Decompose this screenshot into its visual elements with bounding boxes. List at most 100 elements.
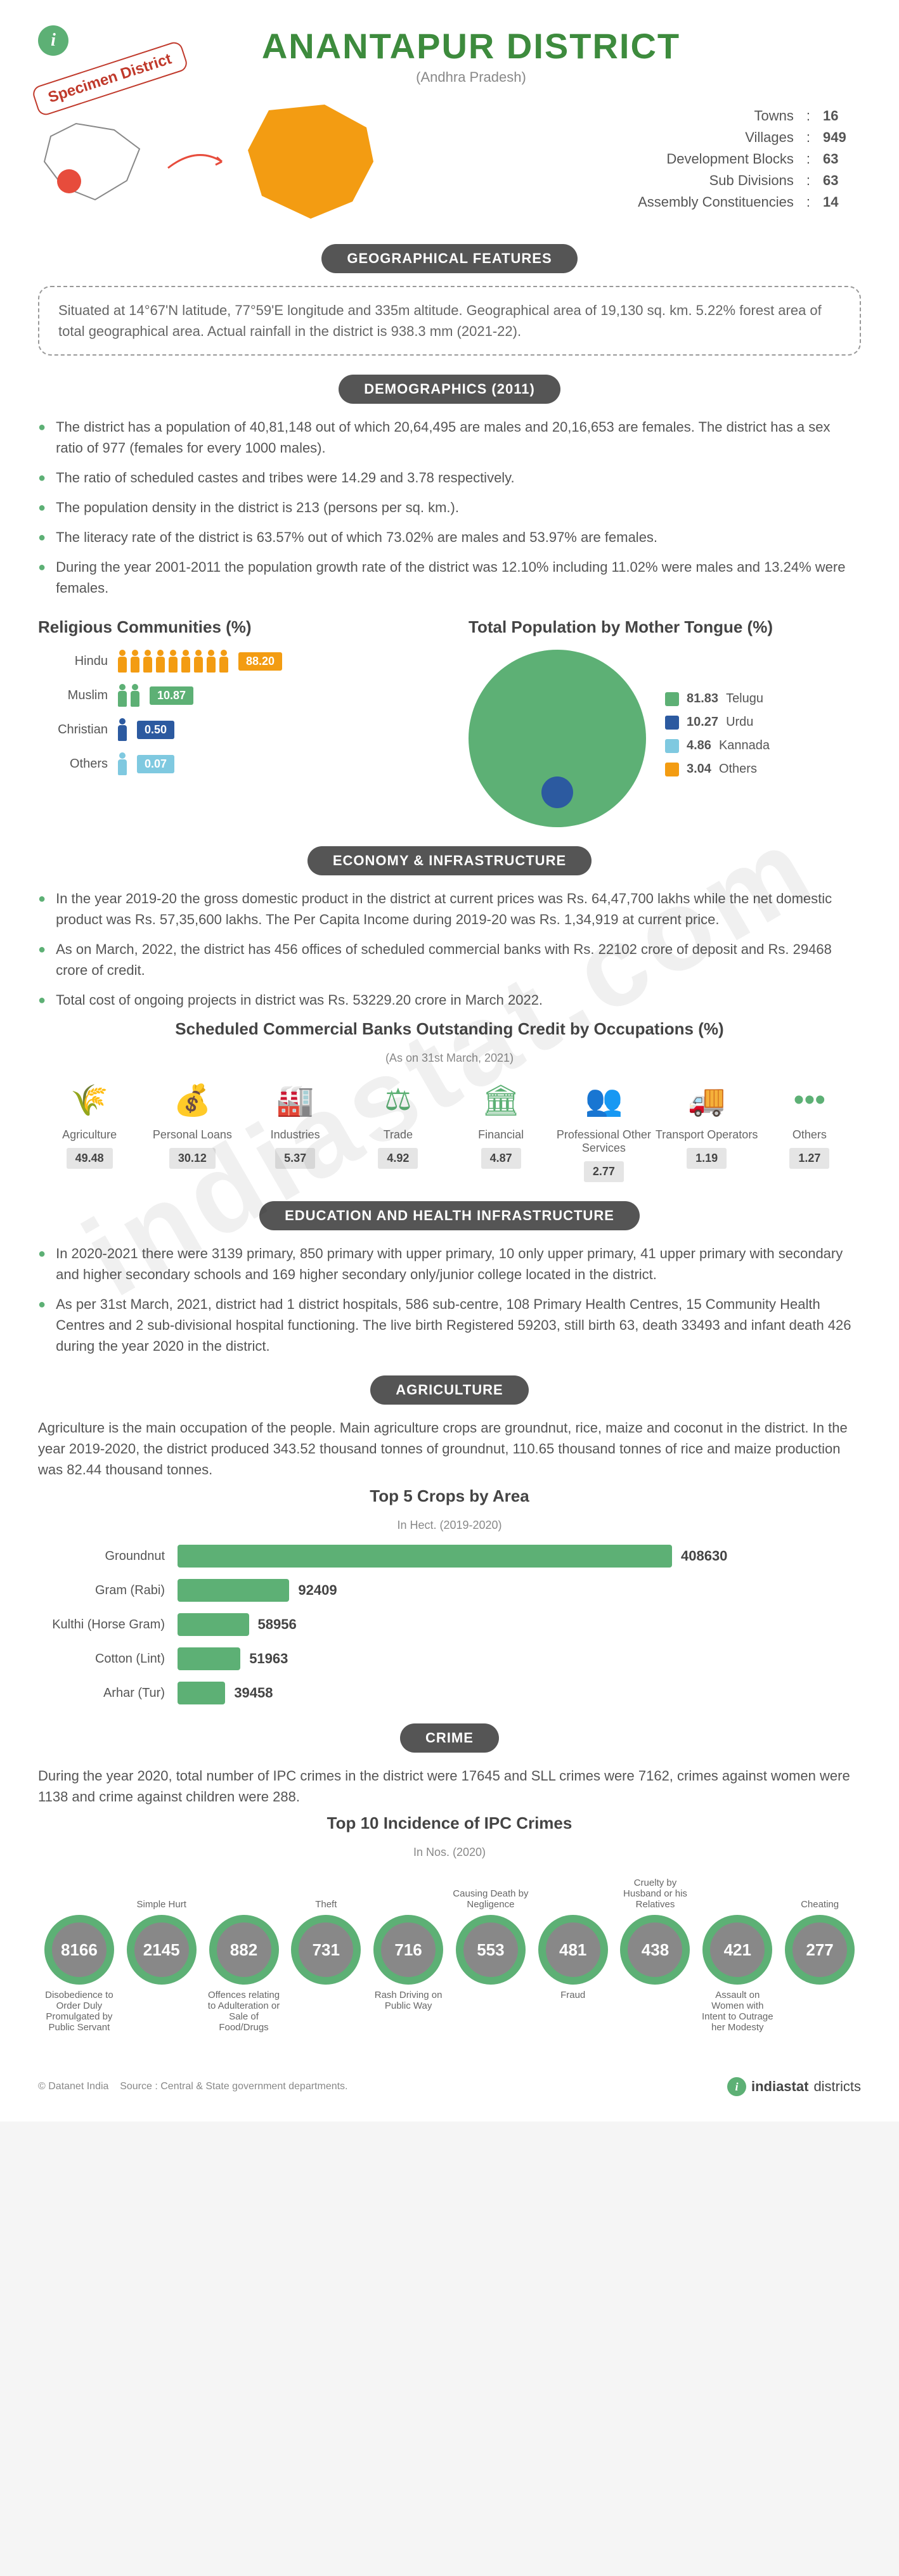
religion-pct: 10.87 xyxy=(150,686,193,705)
map-stats-row: Towns:16 Villages:949 Development Blocks:6… xyxy=(38,105,861,219)
crop-bar xyxy=(178,1613,249,1636)
pie-legend: 81.83 Telugu 10.27 Urdu 4.86 Kannada 3.0… xyxy=(665,692,770,785)
crops-title: Top 5 Crops by Area xyxy=(38,1486,861,1506)
credit-icon: 💰 xyxy=(170,1078,214,1122)
religion-pct: 0.50 xyxy=(137,721,174,739)
legend-swatch xyxy=(665,739,679,753)
crop-label: Arhar (Tur) xyxy=(38,1686,165,1701)
legend-label: Urdu xyxy=(726,715,753,730)
map-arrow-icon xyxy=(165,152,228,171)
geo-text: Situated at 14°67'N latitude, 77°59'E lo… xyxy=(38,286,861,356)
page-container: i ANANTAPUR DISTRICT (Andhra Pradesh) Sp… xyxy=(0,0,899,2122)
crime-circle: 438 xyxy=(620,1915,690,1985)
section-geo-title: GEOGRAPHICAL FEATURES xyxy=(321,244,577,273)
demographics-charts: Religious Communities (%) Hindu 88.20Mus… xyxy=(38,617,861,827)
person-icon xyxy=(117,684,128,707)
credit-item: 🌾 Agriculture 49.48 xyxy=(38,1078,141,1182)
section-crime-title: CRIME xyxy=(400,1723,499,1753)
crop-bar xyxy=(178,1647,240,1670)
crop-bar-wrap: 51963 xyxy=(178,1647,861,1670)
crop-row: Cotton (Lint) 51963 xyxy=(38,1647,861,1670)
credit-item: ••• Others 1.27 xyxy=(758,1078,861,1182)
crop-bar-wrap: 408630 xyxy=(178,1545,861,1568)
people-icons xyxy=(117,752,128,775)
footer-source: Source : Central & State government depa… xyxy=(120,2081,347,2092)
stat-value: 16 xyxy=(823,108,861,124)
crime-label: Causing Death by Negligence xyxy=(450,1878,532,1910)
crime-chart-note: In Nos. (2020) xyxy=(38,1846,861,1859)
crime-item: Simple Hurt 2145 xyxy=(120,1878,203,2033)
religion-label: Hindu xyxy=(38,654,108,669)
legend-item: 81.83 Telugu xyxy=(665,692,770,706)
credit-icon: ••• xyxy=(787,1078,832,1122)
footer-info-icon: i xyxy=(727,2077,746,2096)
credit-value: 1.19 xyxy=(687,1148,727,1169)
crop-row: Kulthi (Horse Gram) 58956 xyxy=(38,1613,861,1636)
section-demographics-title: DEMOGRAPHICS (2011) xyxy=(339,375,560,404)
person-icon xyxy=(117,718,128,741)
credit-icon: 🌾 xyxy=(67,1078,112,1122)
credit-value: 4.87 xyxy=(481,1148,521,1169)
person-icon xyxy=(180,650,191,673)
credit-label: Others xyxy=(758,1128,861,1142)
crime-item: Theft 731 xyxy=(285,1878,367,2033)
stat-row: Development Blocks:63 xyxy=(462,151,861,167)
crime-item: Causing Death by Negligence 553 xyxy=(450,1878,532,2033)
crime-chain: 8166 Disobedience to Order Duly Promulga… xyxy=(38,1878,861,2033)
stat-row: Villages:949 xyxy=(462,129,861,146)
stat-label: Towns xyxy=(754,108,794,124)
crime-circle: 553 xyxy=(456,1915,526,1985)
legend-swatch xyxy=(665,692,679,706)
credit-label: Financial xyxy=(450,1128,552,1142)
credit-item: 🏛 Financial 4.87 xyxy=(450,1078,552,1182)
stat-row: Sub Divisions:63 xyxy=(462,172,861,189)
page-title: ANANTAPUR DISTRICT xyxy=(81,25,861,67)
economy-bullets: In the year 2019-20 the gross domestic p… xyxy=(38,888,861,1010)
person-icon xyxy=(117,650,128,673)
credit-label: Professional Other Services xyxy=(552,1128,655,1155)
crime-item: Cruelty by Husband or his Relatives 438 xyxy=(614,1878,697,2033)
crop-bar-wrap: 39458 xyxy=(178,1682,861,1704)
crime-item: 481 Fraud xyxy=(532,1878,614,2033)
stat-row: Towns:16 xyxy=(462,108,861,124)
section-economy-title: ECONOMY & INFRASTRUCTURE xyxy=(307,846,592,875)
crop-label: Kulthi (Horse Gram) xyxy=(38,1618,165,1632)
footer-logo: i indiastatdistricts xyxy=(727,2077,861,2096)
person-icon xyxy=(167,650,179,673)
stat-label: Assembly Constituencies xyxy=(638,194,794,210)
crime-label: Theft xyxy=(285,1878,367,1910)
bullet-item: As on March, 2022, the district has 456 … xyxy=(38,939,861,981)
credit-value: 30.12 xyxy=(169,1148,216,1169)
crime-label: Cheating xyxy=(779,1878,861,1910)
religion-label: Muslim xyxy=(38,688,108,703)
crime-label: Simple Hurt xyxy=(120,1878,203,1910)
credit-label: Agriculture xyxy=(38,1128,141,1142)
crop-bar xyxy=(178,1682,225,1704)
legend-swatch xyxy=(665,763,679,776)
crop-bar xyxy=(178,1545,672,1568)
stat-label: Development Blocks xyxy=(666,151,794,167)
credit-value: 2.77 xyxy=(584,1161,624,1182)
credit-value: 5.37 xyxy=(275,1148,315,1169)
credit-label: Trade xyxy=(347,1128,450,1142)
crime-circle: 2145 xyxy=(127,1915,197,1985)
crime-label: Assault on Women with Intent to Outrage … xyxy=(696,1990,779,2033)
credit-icon: ⚖ xyxy=(376,1078,420,1122)
person-icon xyxy=(129,650,141,673)
stat-value: 63 xyxy=(823,172,861,189)
religion-row: Others 0.07 xyxy=(38,752,430,775)
credit-icon: 👥 xyxy=(581,1078,626,1122)
bullet-item: The ratio of scheduled castes and tribes… xyxy=(38,467,861,488)
agriculture-para: Agriculture is the main occupation of th… xyxy=(38,1417,861,1480)
pie-chart xyxy=(469,650,646,827)
credit-label: Personal Loans xyxy=(141,1128,243,1142)
crop-value: 408630 xyxy=(681,1548,727,1564)
legend-value: 3.04 xyxy=(687,762,711,776)
maps-block xyxy=(38,105,437,219)
stat-row: Assembly Constituencies:14 xyxy=(462,194,861,210)
crime-circle: 716 xyxy=(373,1915,443,1985)
person-icon xyxy=(155,650,166,673)
footer-brand-1: indiastat xyxy=(751,2078,808,2095)
bullet-item: As per 31st March, 2021, district had 1 … xyxy=(38,1294,861,1356)
crop-value: 92409 xyxy=(298,1582,337,1599)
